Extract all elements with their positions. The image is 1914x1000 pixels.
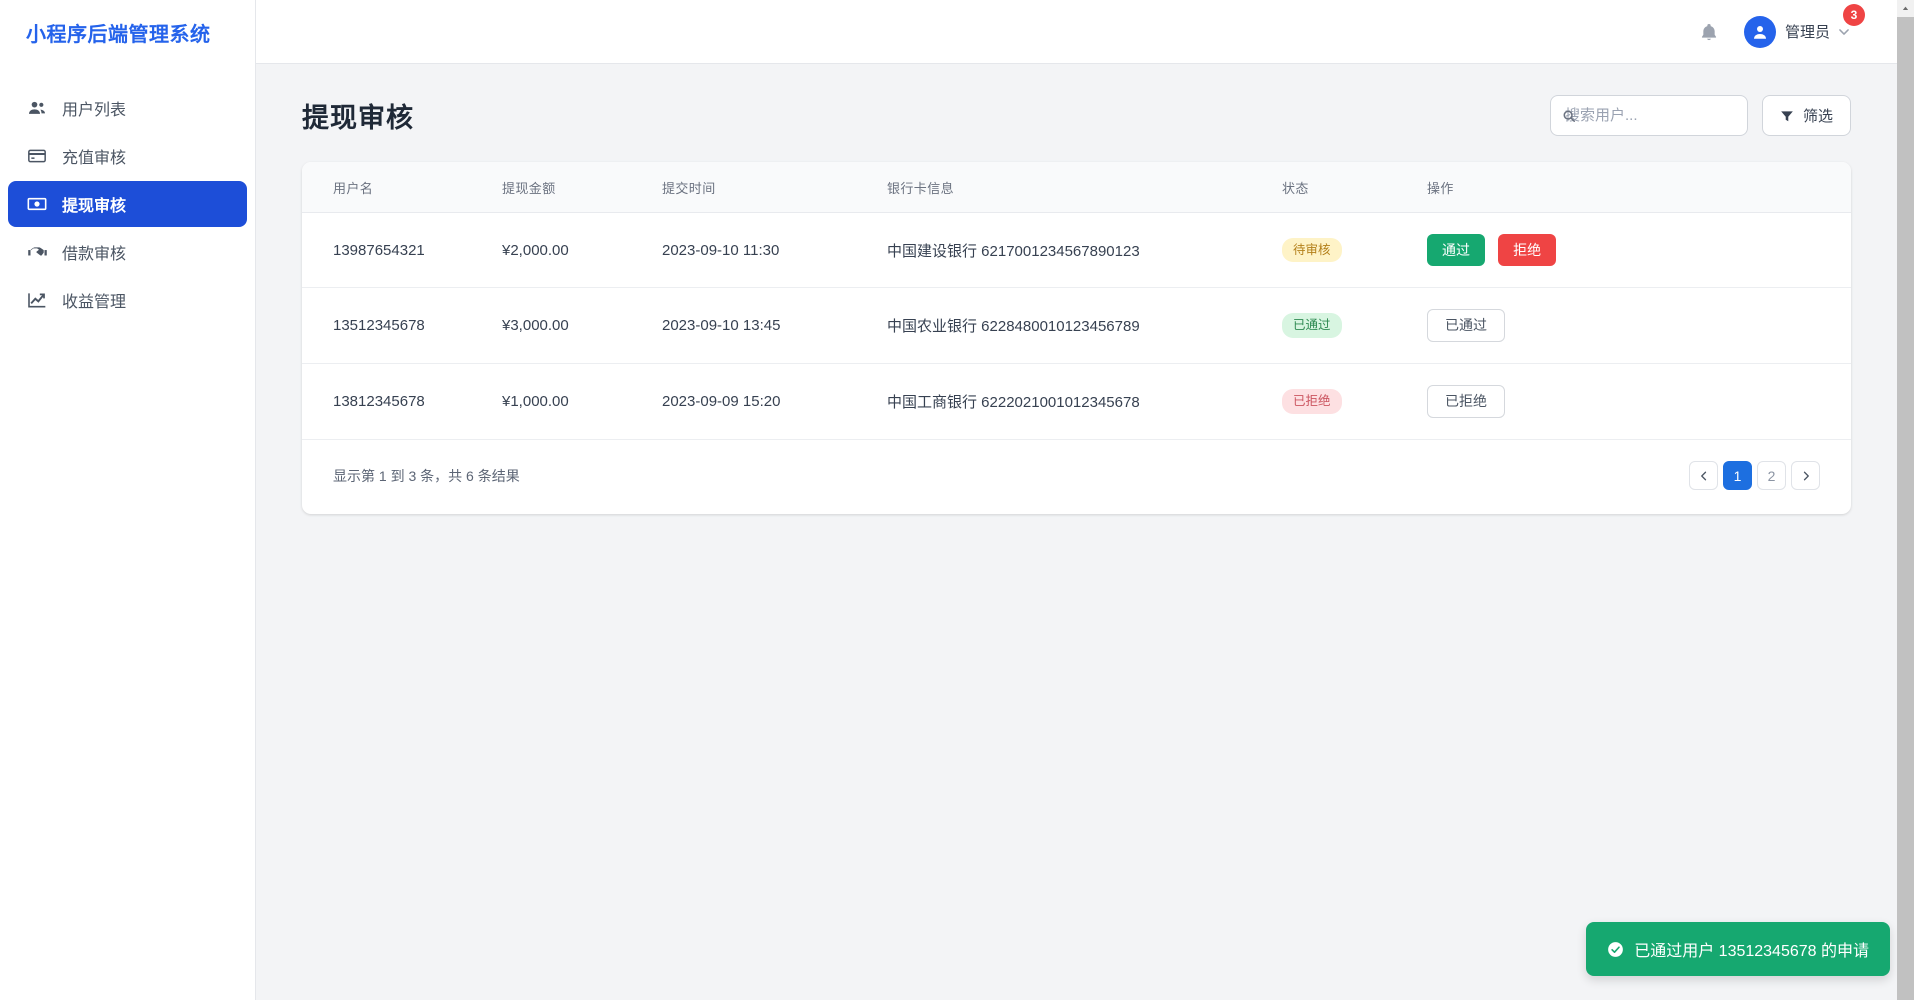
status-badge: 已拒绝 bbox=[1282, 389, 1342, 414]
cell-status: 已拒绝 bbox=[1282, 363, 1427, 440]
table-row: 13812345678 ¥1,000.00 2023-09-09 15:20 中… bbox=[302, 363, 1851, 440]
user-menu[interactable]: 管理员 3 bbox=[1743, 3, 1865, 48]
cell-username: 13812345678 bbox=[302, 363, 502, 440]
sidebar-item-label: 收益管理 bbox=[62, 294, 127, 311]
sidebar-item-loan-review[interactable]: 借款审核 bbox=[8, 229, 247, 275]
toast-message: 已通过用户 13512345678 的申请 bbox=[1634, 943, 1869, 960]
brand: 小程序后端管理系统 bbox=[0, 0, 255, 64]
cell-actions: 已通过 bbox=[1427, 287, 1851, 364]
handshake-icon bbox=[26, 241, 48, 263]
column-header-username: 用户名 bbox=[302, 162, 502, 213]
withdraw-table: 用户名 提现金额 提交时间 银行卡信息 状态 操作 13987654321 ¥2… bbox=[302, 162, 1851, 440]
chevron-down-icon bbox=[1837, 25, 1851, 39]
cell-amount: ¥2,000.00 bbox=[502, 212, 662, 288]
topbar: 管理员 3 bbox=[256, 0, 1897, 64]
withdraw-review-card: 用户名 提现金额 提交时间 银行卡信息 状态 操作 13987654321 ¥2… bbox=[302, 162, 1851, 514]
pagination-next-button[interactable] bbox=[1791, 461, 1820, 490]
sidebar-item-label: 提现审核 bbox=[62, 198, 127, 215]
cell-status: 已通过 bbox=[1282, 287, 1427, 364]
cell-bank: 中国建设银行 6217001234567890123 bbox=[887, 212, 1282, 288]
avatar bbox=[1743, 15, 1776, 48]
search-input[interactable] bbox=[1549, 95, 1748, 136]
cell-actions: 通过 拒绝 bbox=[1427, 212, 1851, 288]
check-circle-icon bbox=[1607, 941, 1624, 958]
cell-username: 13512345678 bbox=[302, 287, 502, 364]
table-body: 13987654321 ¥2,000.00 2023-09-10 11:30 中… bbox=[302, 212, 1851, 440]
column-header-amount: 提现金额 bbox=[502, 162, 662, 213]
header-tools: 筛选 bbox=[1549, 95, 1851, 136]
scrollbar-up-arrow[interactable] bbox=[1897, 0, 1914, 17]
sidebar-item-label: 借款审核 bbox=[62, 246, 127, 263]
sidebar-item-label: 充值审核 bbox=[62, 150, 127, 167]
approved-state-button[interactable]: 已通过 bbox=[1427, 309, 1505, 342]
sidebar: 小程序后端管理系统 用户列表 bbox=[0, 0, 256, 1000]
page-title: 提现审核 bbox=[302, 103, 414, 133]
cell-status: 待审核 bbox=[1282, 212, 1427, 288]
pagination-summary: 显示第 1 到 3 条，共 6 条结果 bbox=[333, 467, 520, 484]
status-badge: 已通过 bbox=[1282, 313, 1342, 338]
success-toast: 已通过用户 13512345678 的申请 bbox=[1586, 922, 1890, 976]
table-header-row: 用户名 提现金额 提交时间 银行卡信息 状态 操作 bbox=[302, 162, 1851, 213]
sidebar-item-recharge-review[interactable]: 充值审核 bbox=[8, 133, 247, 179]
chart-line-icon bbox=[26, 289, 48, 311]
table-head: 用户名 提现金额 提交时间 银行卡信息 状态 操作 bbox=[302, 162, 1851, 213]
column-header-time: 提交时间 bbox=[662, 162, 887, 213]
notification-badge: 3 bbox=[1843, 3, 1865, 26]
brand-title: 小程序后端管理系统 bbox=[26, 23, 211, 46]
status-badge: 待审核 bbox=[1282, 237, 1342, 263]
cell-amount: ¥1,000.00 bbox=[502, 363, 662, 440]
chevron-right-icon bbox=[1800, 470, 1812, 482]
cell-amount: ¥3,000.00 bbox=[502, 287, 662, 364]
page-scrollbar[interactable] bbox=[1897, 0, 1914, 1000]
column-header-bank: 银行卡信息 bbox=[887, 162, 1282, 213]
cell-bank: 中国工商银行 6222021001012345678 bbox=[887, 363, 1282, 440]
cell-time: 2023-09-10 11:30 bbox=[662, 212, 887, 288]
column-header-actions: 操作 bbox=[1427, 162, 1851, 213]
approve-button[interactable]: 通过 bbox=[1427, 234, 1485, 266]
user-name: 管理员 bbox=[1784, 24, 1830, 41]
page-header: 提现审核 bbox=[302, 95, 1851, 136]
search-box bbox=[1549, 95, 1748, 136]
pagination: 1 2 bbox=[1689, 461, 1820, 490]
cell-actions: 已拒绝 bbox=[1427, 363, 1851, 440]
cell-time: 2023-09-10 13:45 bbox=[662, 287, 887, 364]
cell-username: 13987654321 bbox=[302, 212, 502, 288]
rejected-state-button[interactable]: 已拒绝 bbox=[1427, 385, 1505, 418]
table-footer: 显示第 1 到 3 条，共 6 条结果 1 2 bbox=[302, 440, 1851, 514]
credit-card-icon bbox=[26, 145, 48, 167]
main-content: 提现审核 bbox=[256, 64, 1897, 1000]
filter-icon bbox=[1780, 109, 1794, 123]
sidebar-item-revenue-management[interactable]: 收益管理 bbox=[8, 277, 247, 323]
reject-button[interactable]: 拒绝 bbox=[1498, 234, 1557, 266]
sidebar-item-withdraw-review[interactable]: 提现审核 bbox=[8, 181, 247, 227]
pagination-page-2[interactable]: 2 bbox=[1757, 461, 1786, 490]
pagination-prev-button[interactable] bbox=[1689, 461, 1718, 490]
pagination-page-1[interactable]: 1 bbox=[1723, 461, 1752, 490]
filter-button-label: 筛选 bbox=[1802, 108, 1833, 125]
column-header-status: 状态 bbox=[1282, 162, 1427, 213]
users-icon bbox=[26, 97, 48, 119]
sidebar-nav: 用户列表 充值审核 bbox=[0, 85, 255, 323]
chevron-left-icon bbox=[1698, 470, 1710, 482]
sidebar-item-users[interactable]: 用户列表 bbox=[8, 85, 247, 131]
table-row: 13512345678 ¥3,000.00 2023-09-10 13:45 中… bbox=[302, 287, 1851, 364]
scrollbar-thumb[interactable] bbox=[1897, 17, 1914, 1000]
table-row: 13987654321 ¥2,000.00 2023-09-10 11:30 中… bbox=[302, 212, 1851, 288]
filter-button[interactable]: 筛选 bbox=[1761, 95, 1851, 136]
bell-icon[interactable] bbox=[1694, 17, 1724, 47]
cell-time: 2023-09-09 15:20 bbox=[662, 363, 887, 440]
money-bill-icon bbox=[26, 193, 48, 215]
cell-bank: 中国农业银行 6228480010123456789 bbox=[887, 287, 1282, 364]
sidebar-item-label: 用户列表 bbox=[62, 102, 127, 119]
